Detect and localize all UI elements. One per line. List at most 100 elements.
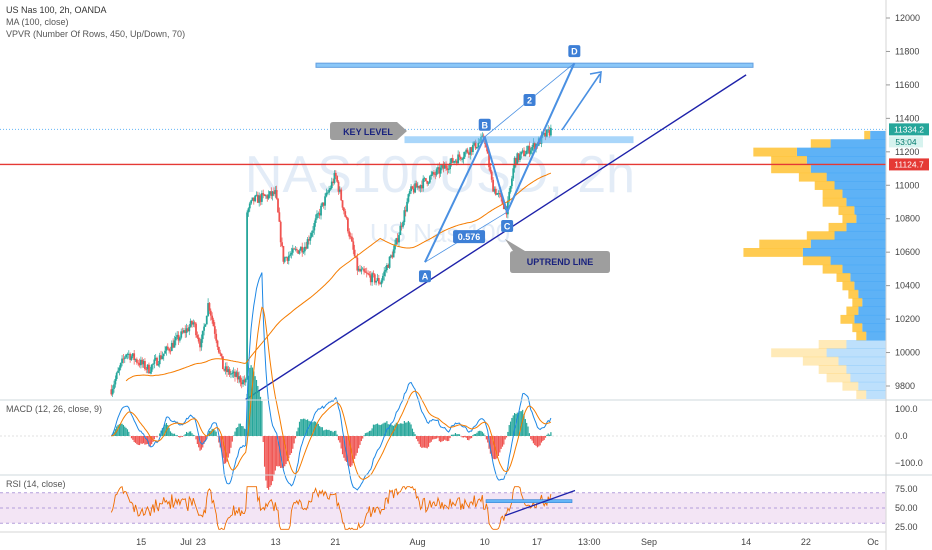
candle-body xyxy=(172,342,175,348)
ma-legend[interactable]: MA (100, close) xyxy=(6,17,69,27)
candle-body xyxy=(169,350,172,352)
candle-body xyxy=(314,218,317,223)
rsi-line xyxy=(110,485,552,530)
candle-body xyxy=(458,154,461,158)
price-tick-label: 11400 xyxy=(895,113,919,123)
vp-up-bar xyxy=(802,248,886,257)
candle-body xyxy=(457,154,460,164)
candle-body xyxy=(523,150,525,157)
rsi-legend[interactable]: RSI (14, close) xyxy=(6,479,66,489)
price-tick-label: 11000 xyxy=(895,180,919,190)
vp-up-bar xyxy=(842,264,886,274)
pattern-point-label: A xyxy=(422,272,429,282)
pattern-point-label: D xyxy=(571,47,578,57)
uptrend-line xyxy=(245,74,747,400)
vp-up-bar xyxy=(834,181,886,190)
candle-body xyxy=(356,257,359,271)
candle-body xyxy=(501,196,504,204)
vp-up-bar xyxy=(846,222,886,232)
candle-body xyxy=(396,238,399,243)
candle-body xyxy=(177,334,180,341)
candle-body xyxy=(529,150,532,154)
moving-average xyxy=(125,172,552,382)
candle-body xyxy=(149,371,152,374)
vpvr-legend[interactable]: VPVR (Number Of Rows, 450, Up/Down, 70) xyxy=(6,29,185,39)
candle-body xyxy=(274,190,277,195)
candle-body xyxy=(220,353,223,357)
vp-down-bar xyxy=(836,273,851,282)
candle-body xyxy=(472,145,474,153)
candle-body xyxy=(459,157,462,160)
candle-body xyxy=(121,358,123,364)
candle-body xyxy=(365,272,368,274)
candle-body xyxy=(447,169,450,170)
candle-body xyxy=(415,183,418,188)
macd-legend[interactable]: MACD (12, 26, close, 9) xyxy=(6,404,102,414)
candle-body xyxy=(402,222,404,227)
candle-body xyxy=(416,185,419,188)
price-tick-label: 10200 xyxy=(895,314,920,324)
candle-body xyxy=(299,246,302,251)
candle-body xyxy=(527,146,529,151)
candle-body xyxy=(411,186,414,189)
candle-body xyxy=(238,376,240,380)
candle-body xyxy=(310,232,313,237)
projection-arrow xyxy=(561,73,601,131)
candle-body xyxy=(208,303,211,311)
vp-up-bar xyxy=(846,365,886,374)
symbol-legend[interactable]: US Nas 100, 2h, OANDA xyxy=(6,5,107,15)
candle-body xyxy=(453,161,456,163)
candle-body xyxy=(548,129,551,136)
time-tick-label: Oc xyxy=(867,537,879,547)
candle-body xyxy=(133,353,136,361)
candle-body xyxy=(262,193,265,195)
candle-body xyxy=(316,213,318,219)
candle-body xyxy=(496,193,499,195)
vp-up-bar xyxy=(850,273,886,282)
vp-up-bar xyxy=(858,381,886,391)
vp-down-bar xyxy=(818,365,847,374)
candle-body xyxy=(191,320,193,325)
rsi-tick-label: 25.00 xyxy=(895,522,918,532)
candle-body xyxy=(113,384,115,389)
candle-body xyxy=(427,182,430,184)
candle-body xyxy=(148,364,150,374)
candle-body xyxy=(251,197,254,201)
candle-body xyxy=(243,379,246,383)
vp-up-bar xyxy=(842,189,886,199)
candle-body xyxy=(305,246,308,249)
candle-body xyxy=(410,186,412,192)
vp-up-bar xyxy=(846,197,886,207)
candle-body xyxy=(246,212,248,379)
price-tick-label: 10000 xyxy=(895,348,920,358)
projection-arrow-head xyxy=(589,71,602,84)
candle-body xyxy=(234,371,236,377)
candle-body xyxy=(462,156,465,160)
price-tick-label: 10600 xyxy=(895,247,920,257)
candle-body xyxy=(516,153,519,165)
candle-body xyxy=(419,185,422,189)
candle-body xyxy=(306,239,309,249)
candle-body xyxy=(404,210,407,212)
candle-body xyxy=(360,269,363,272)
vp-up-bar xyxy=(866,331,886,341)
vp-down-bar xyxy=(771,164,811,174)
candle-body xyxy=(221,356,224,370)
candle-body xyxy=(403,210,406,223)
candle-body xyxy=(158,355,161,365)
candle-body xyxy=(298,250,301,254)
candle-body xyxy=(521,150,524,152)
candle-body xyxy=(217,346,220,353)
vp-down-bar xyxy=(822,189,843,199)
candle-body xyxy=(455,160,458,164)
vp-up-bar xyxy=(858,289,886,299)
red-level-label: 11124.7 xyxy=(894,159,924,169)
price-tick-label: 11600 xyxy=(895,80,919,90)
ratio-badge xyxy=(453,230,486,244)
ratio-label: 2 xyxy=(527,95,532,105)
candle-body xyxy=(490,171,493,180)
candle-body xyxy=(368,274,371,276)
candle-body xyxy=(293,248,296,250)
candle-body xyxy=(390,255,392,257)
